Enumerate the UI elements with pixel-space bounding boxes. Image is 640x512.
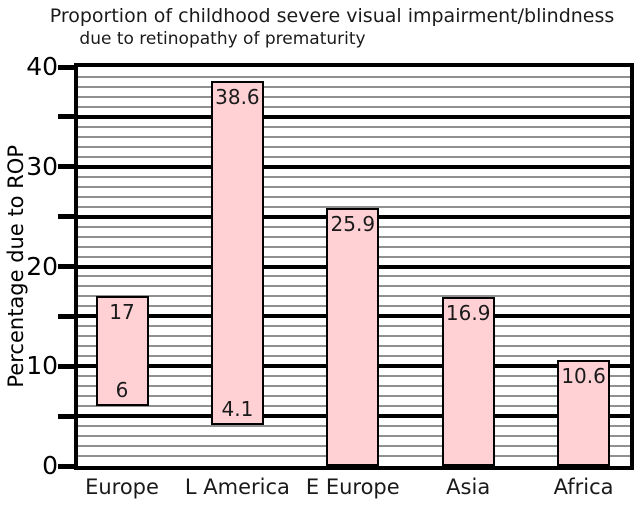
bar-value-label-low: 4.1	[221, 397, 254, 422]
bar-value-label-high: 16.9	[445, 301, 491, 326]
y-axis-tick	[58, 463, 74, 469]
bar-e-europe: 25.9	[326, 207, 380, 466]
minor-gridline	[78, 205, 630, 208]
x-tick-label: E Europe	[305, 475, 400, 499]
y-axis-tick	[58, 214, 74, 220]
x-tick-label: Africa	[553, 475, 614, 499]
minor-gridline	[78, 155, 630, 158]
bar-value-label-high: 25.9	[330, 211, 376, 236]
minor-gridline	[78, 145, 630, 148]
y-axis-tick	[58, 114, 74, 120]
minor-gridline	[78, 175, 630, 178]
y-axis-tick	[58, 264, 74, 269]
minor-gridline	[78, 185, 630, 188]
bar-value-label-low: 6	[115, 378, 129, 403]
y-axis-tick	[58, 363, 74, 369]
minor-gridline	[78, 125, 630, 128]
chart-title: Proportion of childhood severe visual im…	[49, 5, 615, 27]
minor-gridline	[78, 75, 630, 78]
major-gridline	[78, 164, 630, 169]
x-tick-label: Europe	[85, 475, 159, 499]
bar-asia: 16.9	[441, 297, 495, 466]
y-tick-label: 30	[26, 151, 58, 181]
y-tick-label: 40	[26, 52, 58, 81]
y-tick-label: 0	[42, 451, 58, 480]
y-axis-tick	[58, 413, 74, 419]
bar-l-america: 38.6 4.1	[210, 80, 264, 426]
plot-area: 17 6 38.6 4.1 25.9 16.9 10.6	[58, 63, 634, 470]
minor-gridline	[78, 95, 630, 98]
x-tick-label: L America	[184, 475, 290, 499]
y-axis-tick	[58, 64, 74, 70]
bar-africa: 10.6	[557, 360, 611, 466]
minor-gridline	[78, 195, 630, 198]
y-axis-tick	[58, 164, 74, 170]
x-tick-label: Asia	[446, 475, 491, 499]
bar-europe: 17 6	[95, 296, 149, 407]
major-gridline	[78, 114, 630, 119]
y-tick-label: 10	[26, 351, 58, 381]
y-tick-label: 20	[26, 251, 58, 281]
minor-gridline	[78, 105, 630, 108]
chart-subtitle: due to retinopathy of prematurity	[79, 29, 366, 49]
y-axis-tick	[58, 313, 74, 319]
bar-value-label-high: 38.6	[215, 84, 260, 109]
bar-value-label-high: 17	[109, 300, 135, 325]
minor-gridline	[78, 85, 630, 88]
bar-value-label-high: 10.6	[561, 364, 606, 389]
minor-gridline	[78, 135, 630, 138]
